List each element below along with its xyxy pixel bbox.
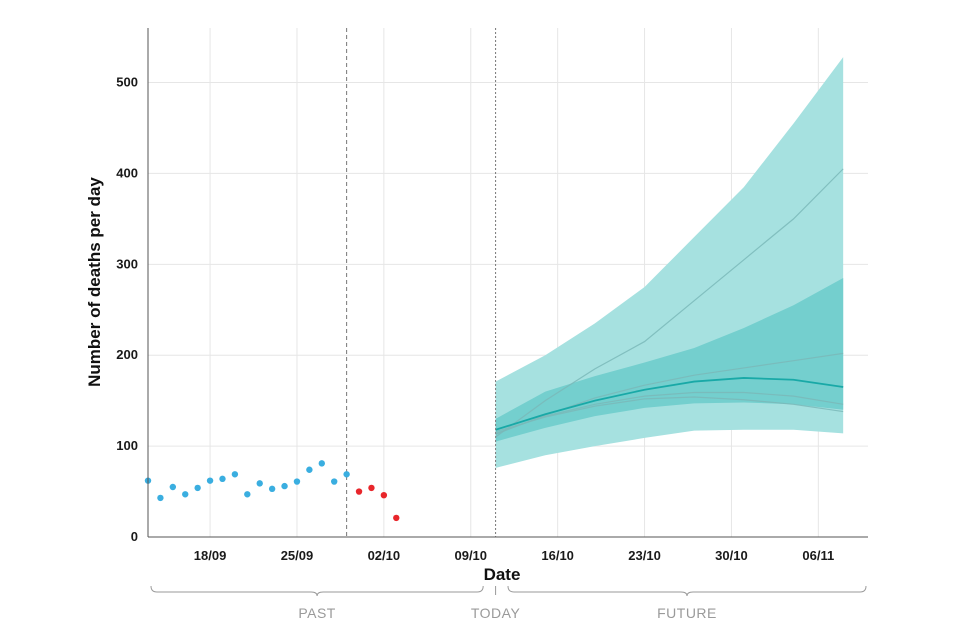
observed-point: [343, 471, 350, 478]
period-label-today: TODAY: [471, 605, 521, 621]
y-tick-label: 400: [116, 165, 138, 180]
tick-labels: 0 100 200 300 400 500 18/09 25/09 02/10 09/10 16/1…: [116, 75, 834, 563]
scenario-line: [495, 168, 844, 438]
observed-point: [194, 484, 201, 492]
x-tick-label: 18/09: [194, 548, 227, 563]
y-tick-label: 100: [116, 438, 138, 453]
x-tick-label: 09/10: [454, 548, 487, 563]
x-tick-label: 30/10: [715, 548, 748, 563]
observed-point: [182, 491, 189, 498]
observed-point: [157, 494, 164, 502]
x-tick-label: 16/10: [541, 548, 574, 563]
projection-bands: [495, 57, 844, 468]
x-tick-label: 23/10: [628, 548, 661, 563]
incomplete-point: [380, 491, 388, 499]
y-tick-label: 300: [116, 256, 138, 271]
observed-point: [206, 477, 214, 484]
observed-point: [306, 466, 313, 473]
incomplete-point: [368, 484, 375, 492]
projection-lines: [495, 168, 844, 438]
x-axis-title: Date: [484, 565, 521, 584]
observed-point: [231, 471, 239, 478]
future-bracket: [507, 585, 867, 597]
scenario-line: [495, 391, 844, 434]
y-tick-label: 500: [116, 75, 138, 90]
incomplete-point: [393, 514, 400, 522]
observed-point: [244, 491, 251, 498]
central-projection-line: [495, 377, 844, 431]
past-bracket: [150, 585, 484, 597]
observed-points: [144, 460, 400, 522]
y-tick-label: 0: [131, 529, 138, 544]
observed-point: [331, 478, 338, 485]
period-label-future: FUTURE: [657, 605, 717, 621]
observed-point: [293, 478, 301, 485]
y-tick-label: 200: [116, 347, 138, 362]
observed-point: [281, 482, 288, 490]
x-tick-label: 25/09: [281, 548, 314, 563]
observed-point: [268, 485, 276, 493]
period-label-past: PAST: [298, 605, 336, 621]
date-markers: [346, 28, 497, 537]
observed-point: [219, 475, 226, 483]
observed-point: [169, 483, 177, 491]
x-tick-label: 02/10: [368, 548, 401, 563]
y-axis-title: Number of deaths per day: [85, 177, 104, 387]
x-tick-label: 06/11: [802, 548, 834, 563]
scenario-line: [495, 396, 844, 433]
observed-point: [256, 480, 263, 487]
incomplete-point: [355, 488, 363, 495]
observed-point: [318, 460, 325, 467]
period-brackets: PAST TODAY FUTURE: [150, 585, 867, 621]
axes: [147, 28, 868, 538]
